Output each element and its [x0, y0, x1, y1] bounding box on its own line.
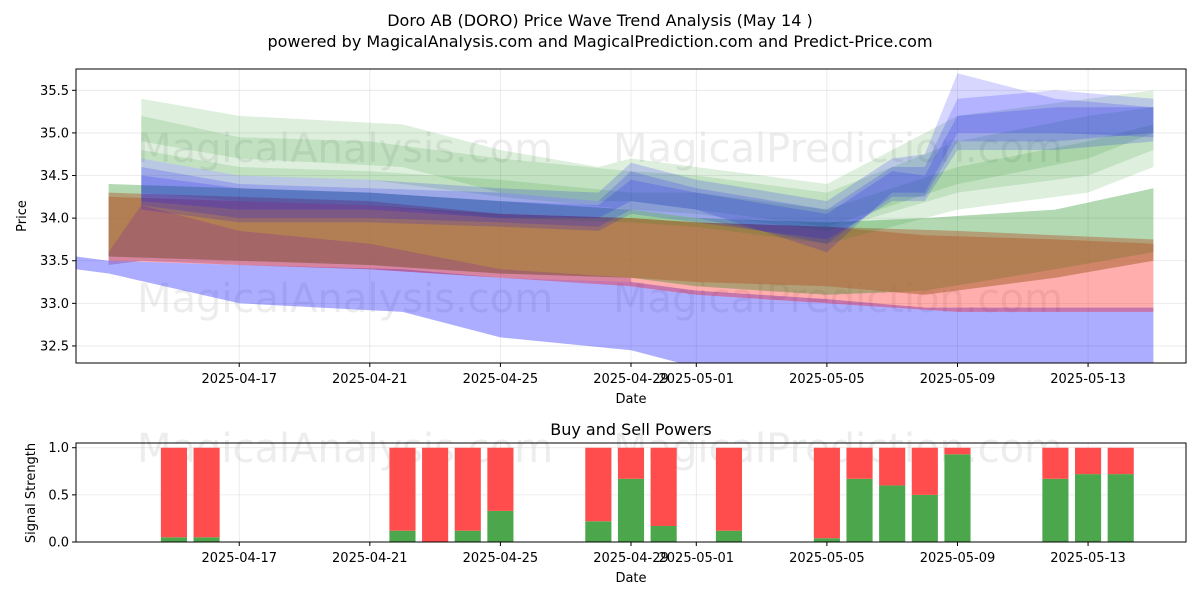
signal-y-tick-label: 0.0 [48, 536, 69, 551]
price-wave-band [108, 205, 632, 282]
sell-bar [813, 447, 840, 539]
price-wave-band [141, 107, 1154, 231]
buy-bar [944, 454, 971, 542]
price-x-tick-label: 2025-04-29 [593, 372, 669, 387]
signal-y-ticks: 0.0 0.5 1.0 [48, 441, 76, 551]
buy-bar [1075, 474, 1102, 542]
sell-bar [1075, 447, 1102, 475]
buy-bar [715, 530, 742, 542]
buy-bar [454, 530, 481, 542]
signal-x-tick-label: 2025-05-09 [920, 551, 996, 566]
price-y-ticks: 32.5 33.0 33.5 34.0 34.5 35.0 35.5 [40, 84, 76, 354]
signal-x-tick-label: 2025-04-21 [332, 551, 408, 566]
price-y-tick-label: 32.5 [40, 339, 69, 354]
signal-y-axis-label: Signal Strength [24, 443, 39, 543]
signal-y-tick-label: 1.0 [48, 441, 69, 456]
buy-bar [617, 478, 645, 542]
sell-bar [650, 447, 677, 526]
buy-bar [585, 521, 612, 542]
price-wave-band [141, 124, 1154, 244]
chart-subtitle: powered by MagicalAnalysis.com and Magic… [267, 32, 932, 51]
signal-x-tick-label: 2025-04-25 [463, 551, 539, 566]
price-y-tick-label: 35.0 [40, 126, 69, 141]
price-x-tick-label: 2025-05-13 [1050, 372, 1126, 387]
buy-bar [911, 494, 938, 542]
signal-panel: Buy and Sell Powers MagicalAnalysis.com … [24, 420, 1187, 586]
sell-bar [879, 447, 906, 486]
signal-x-tick-label: 2025-05-05 [789, 551, 865, 566]
price-wave-band [141, 90, 1154, 244]
sell-bar [1042, 447, 1069, 479]
buy-bar [879, 485, 906, 542]
sell-bar [944, 447, 971, 455]
price-x-tick-label: 2025-05-09 [920, 372, 996, 387]
buy-bar [389, 530, 416, 542]
buy-bar [160, 537, 187, 542]
price-y-tick-label: 35.5 [40, 84, 69, 99]
sell-bar [454, 447, 481, 531]
buy-bar [650, 525, 677, 542]
signal-x-tick-label: 2025-05-01 [659, 551, 735, 566]
buy-bar [193, 537, 220, 542]
watermark-left-bottom: MagicalAnalysis.com [137, 276, 553, 322]
signal-x-tick-label: 2025-05-13 [1050, 551, 1126, 566]
price-wave-band [108, 196, 1154, 295]
buy-bar [813, 538, 840, 542]
price-wave-band [141, 107, 1154, 240]
price-wave-band [141, 73, 1154, 253]
sell-bar [911, 447, 938, 495]
buy-bar [1042, 478, 1069, 542]
sell-bar [715, 447, 742, 531]
price-wave-band [141, 90, 1154, 227]
price-y-tick-label: 33.5 [40, 254, 69, 269]
price-y-axis-label: Price [15, 200, 30, 232]
price-panel: MagicalAnalysis.com MagicalPrediction.co… [15, 68, 1187, 407]
sell-bar [193, 447, 220, 538]
signal-x-tick-label: 2025-04-29 [593, 551, 669, 566]
signal-panel-title: Buy and Sell Powers [550, 420, 712, 439]
price-x-tick-label: 2025-04-17 [201, 372, 277, 387]
sell-bar [1107, 447, 1134, 475]
price-x-tick-label: 2025-04-21 [332, 372, 408, 387]
sell-bar [389, 447, 416, 531]
price-x-axis-label: Date [615, 392, 646, 407]
buy-bar [846, 478, 873, 542]
price-x-tick-label: 2025-04-25 [463, 372, 539, 387]
signal-y-tick-label: 0.5 [48, 488, 69, 503]
signal-x-tick-label: 2025-04-17 [201, 551, 277, 566]
watermark-right-top: MagicalPrediction.com [613, 126, 1063, 172]
price-x-ticks: 2025-04-17 2025-04-21 2025-04-25 2025-04-29… [201, 363, 1126, 387]
sell-bar [617, 447, 645, 479]
sell-bar [585, 447, 612, 522]
sell-bar [160, 447, 187, 538]
price-wave-band [76, 256, 1154, 363]
signal-x-ticks: 2025-04-17 2025-04-21 2025-04-25 2025-04-29… [201, 542, 1126, 566]
sell-bar [487, 447, 514, 511]
price-y-tick-label: 34.5 [40, 169, 69, 184]
price-y-tick-label: 33.0 [40, 297, 69, 312]
price-x-tick-label: 2025-05-01 [659, 372, 735, 387]
buy-bar [1107, 474, 1134, 542]
buy-bar [487, 510, 514, 542]
sell-bar [422, 447, 449, 542]
price-bands [76, 73, 1154, 363]
price-y-tick-label: 34.0 [40, 212, 69, 227]
price-x-tick-label: 2025-05-05 [789, 372, 865, 387]
signal-x-axis-label: Date [615, 571, 646, 586]
watermark-left-top: MagicalAnalysis.com [137, 126, 553, 172]
sell-bar [846, 447, 873, 479]
signal-bars [160, 447, 1134, 542]
price-watermarks: MagicalAnalysis.com MagicalPrediction.co… [137, 126, 1063, 322]
chart-title: Doro AB (DORO) Price Wave Trend Analysis… [387, 11, 813, 30]
